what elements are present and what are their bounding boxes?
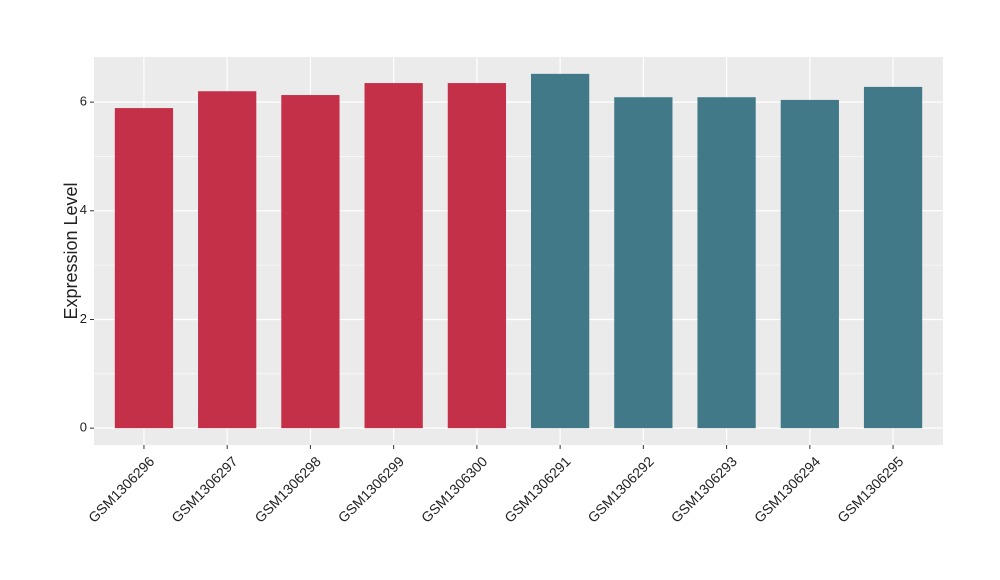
bar: [114, 108, 174, 429]
bar: [614, 97, 673, 429]
y-tick-label: 2: [80, 311, 87, 326]
y-tick-label: 6: [80, 94, 87, 109]
bar: [530, 73, 590, 429]
bar: [447, 83, 507, 429]
x-tick-label: GSM1306294: [751, 453, 824, 526]
x-tick-label: GSM1306299: [335, 453, 408, 526]
x-tick-label: GSM1306291: [501, 453, 574, 526]
x-tick-label: GSM1306297: [168, 453, 241, 526]
bar: [364, 83, 423, 429]
bar: [780, 99, 839, 429]
x-tick-label: GSM1306298: [251, 453, 324, 526]
x-tick-label: GSM1306295: [834, 453, 907, 526]
y-tick-label: 4: [80, 202, 87, 217]
x-tick-label: GSM1306300: [418, 453, 491, 526]
bar: [198, 91, 257, 429]
x-tick-label: GSM1306292: [584, 453, 657, 526]
bar: [281, 95, 340, 429]
bar: [863, 86, 923, 429]
y-tick-label: 0: [80, 420, 87, 435]
y-axis-label: Expression Level: [61, 182, 81, 319]
x-tick-label: GSM1306296: [85, 453, 158, 526]
x-tick-label: GSM1306293: [668, 453, 741, 526]
bar: [697, 97, 756, 429]
